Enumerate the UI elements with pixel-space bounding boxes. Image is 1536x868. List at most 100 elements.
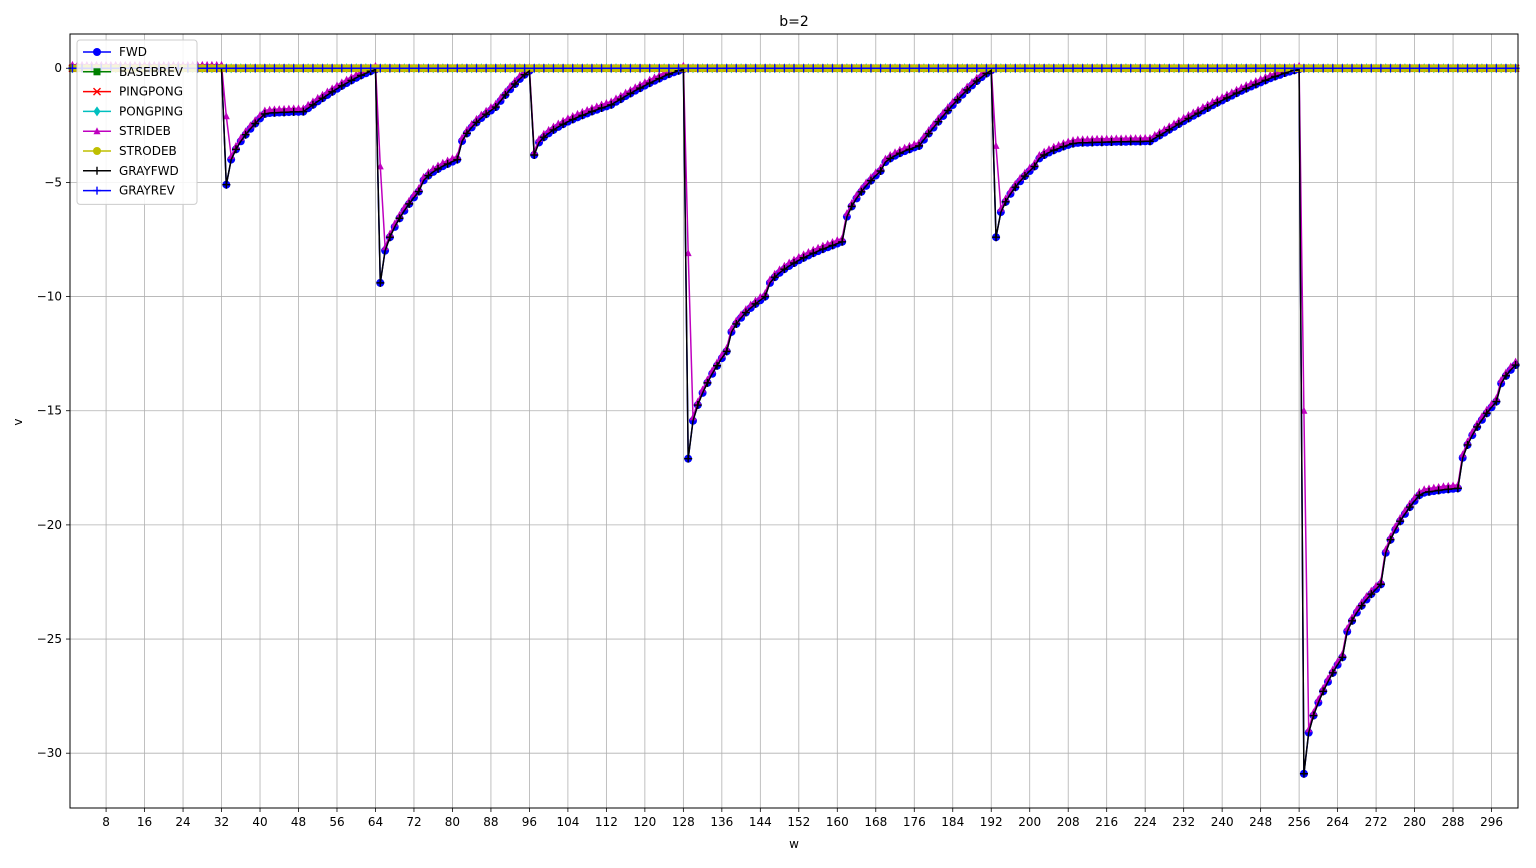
data-point: [241, 64, 250, 73]
data-point: [545, 125, 553, 133]
x-tick-label: 264: [1326, 815, 1349, 829]
data-point: [260, 64, 269, 73]
data-point: [1382, 545, 1390, 553]
data-point: [1405, 503, 1414, 512]
data-point: [1132, 134, 1140, 142]
data-point: [1117, 137, 1126, 146]
data-point: [828, 241, 837, 250]
x-tick-label: 8: [102, 815, 110, 829]
data-point: [1367, 590, 1376, 599]
legend-label: GRAYREV: [119, 184, 176, 198]
data-point: [1453, 64, 1462, 73]
data-point: [578, 111, 587, 120]
data-point: [1376, 64, 1385, 73]
data-point: [1434, 486, 1443, 495]
data-point: [275, 105, 283, 113]
data-point: [1203, 64, 1212, 73]
data-point: [1145, 64, 1154, 73]
data-point: [385, 64, 394, 73]
x-tick-label: 104: [556, 815, 579, 829]
legend-label: PINGPONG: [119, 85, 183, 99]
data-point: [1463, 440, 1472, 449]
data-point: [587, 64, 596, 73]
data-point: [1482, 409, 1491, 418]
data-point: [347, 64, 356, 73]
data-point: [799, 253, 808, 262]
data-point: [318, 94, 327, 103]
x-tick-label: 240: [1211, 815, 1234, 829]
legend-label: BASEBREV: [119, 65, 184, 79]
data-point: [443, 159, 452, 168]
data-point: [915, 64, 924, 73]
data-point: [1155, 64, 1164, 73]
data-point: [376, 162, 384, 170]
data-point: [357, 64, 366, 73]
data-point: [684, 64, 693, 73]
data-point: [539, 64, 548, 73]
data-point: [953, 64, 962, 73]
data-point: [308, 100, 317, 109]
data-point: [809, 64, 818, 73]
data-point: [1271, 64, 1280, 73]
x-tick-label: 32: [214, 815, 229, 829]
data-point: [1174, 119, 1183, 128]
data-point: [1444, 64, 1453, 73]
data-point: [328, 64, 337, 73]
data-point: [626, 64, 635, 73]
x-tick-label: 144: [749, 815, 772, 829]
data-point: [376, 278, 385, 287]
data-point: [1357, 601, 1366, 610]
data-point: [414, 64, 423, 73]
data-point: [1097, 138, 1106, 147]
data-point: [1136, 137, 1145, 146]
data-point: [1425, 64, 1433, 73]
data-point: [462, 64, 471, 73]
x-tick-label: 176: [903, 815, 926, 829]
data-point: [1232, 64, 1241, 73]
x-tick-label: 280: [1403, 815, 1426, 829]
data-point: [1482, 64, 1491, 73]
data-point: [1299, 769, 1308, 778]
data-point: [1242, 64, 1251, 73]
data-point: [924, 129, 933, 138]
data-point: [1088, 64, 1097, 73]
data-point: [510, 64, 519, 73]
data-point: [1074, 135, 1082, 143]
data-point: [1001, 64, 1010, 73]
legend-label: FWD: [119, 45, 147, 59]
data-point: [636, 84, 645, 93]
data-point: [703, 378, 712, 387]
data-point: [549, 125, 558, 134]
data-point: [1069, 64, 1078, 73]
data-point: [1040, 151, 1049, 160]
data-point: [616, 95, 625, 104]
data-point: [1459, 450, 1467, 458]
data-point: [482, 64, 491, 73]
data-point: [93, 87, 101, 96]
y-tick-label: 0: [54, 61, 62, 75]
data-point: [1328, 668, 1337, 677]
data-point: [934, 64, 943, 73]
data-point: [385, 233, 394, 242]
data-point: [1261, 64, 1270, 73]
data-point: [674, 64, 683, 73]
data-point: [943, 64, 952, 73]
data-point: [713, 361, 722, 370]
data-point: [857, 64, 866, 73]
data-point: [636, 64, 645, 73]
data-point: [751, 64, 760, 73]
data-point: [1222, 64, 1231, 73]
data-point: [905, 145, 914, 154]
data-point: [934, 117, 943, 126]
data-point: [1097, 64, 1106, 73]
data-point: [1165, 125, 1174, 134]
x-tick-label: 256: [1288, 815, 1311, 829]
data-point: [703, 64, 712, 73]
data-point: [1376, 580, 1385, 589]
data-point: [299, 64, 308, 73]
data-point: [1049, 64, 1058, 73]
data-point: [487, 103, 495, 111]
data-point: [1107, 64, 1116, 73]
